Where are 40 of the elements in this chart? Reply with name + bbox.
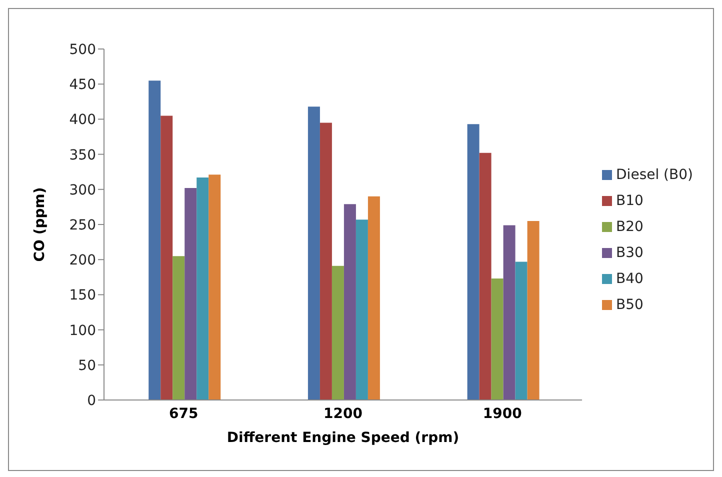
bar xyxy=(344,204,356,400)
bar xyxy=(320,122,332,400)
y-axis-title: CO (ppm) xyxy=(32,187,48,262)
x-tick-label: 1900 xyxy=(482,406,522,422)
bar xyxy=(208,174,221,400)
x-tick-label: 675 xyxy=(169,406,198,422)
legend-label: B30 xyxy=(616,244,644,260)
y-tick-label: 150 xyxy=(69,288,96,304)
bar xyxy=(527,220,540,400)
x-axis-title: Different Engine Speed (rpm) xyxy=(226,430,460,446)
bar xyxy=(491,278,504,400)
legend-label: B20 xyxy=(616,218,644,234)
y-tick-label: 200 xyxy=(69,252,96,269)
legend-label: Diesel (B0) xyxy=(616,166,693,182)
y-tick-label: 0 xyxy=(87,392,96,409)
bar xyxy=(356,220,368,400)
y-tick-label: 300 xyxy=(69,182,96,198)
x-tick-label: 1200 xyxy=(324,406,363,422)
bar xyxy=(308,106,320,400)
y-tick-label: 450 xyxy=(69,77,96,94)
y-tick-label: 350 xyxy=(69,147,96,164)
legend-label: B10 xyxy=(616,192,644,208)
y-tick-label: 100 xyxy=(69,322,96,339)
legend-label: B40 xyxy=(616,270,644,286)
bar xyxy=(479,152,492,400)
bar xyxy=(467,124,480,400)
y-tick-label: 500 xyxy=(69,42,96,58)
bar xyxy=(332,266,344,400)
bar xyxy=(368,196,380,400)
y-tick-label: 250 xyxy=(69,217,96,234)
legend-label: B50 xyxy=(616,296,644,312)
bar xyxy=(515,262,528,400)
y-tick-label: 50 xyxy=(78,358,96,374)
bar xyxy=(503,225,516,400)
bar xyxy=(160,116,173,400)
bar xyxy=(184,188,197,400)
bar xyxy=(196,177,209,400)
bar xyxy=(172,256,185,400)
y-tick-label: 400 xyxy=(69,112,96,128)
bar xyxy=(148,80,161,400)
